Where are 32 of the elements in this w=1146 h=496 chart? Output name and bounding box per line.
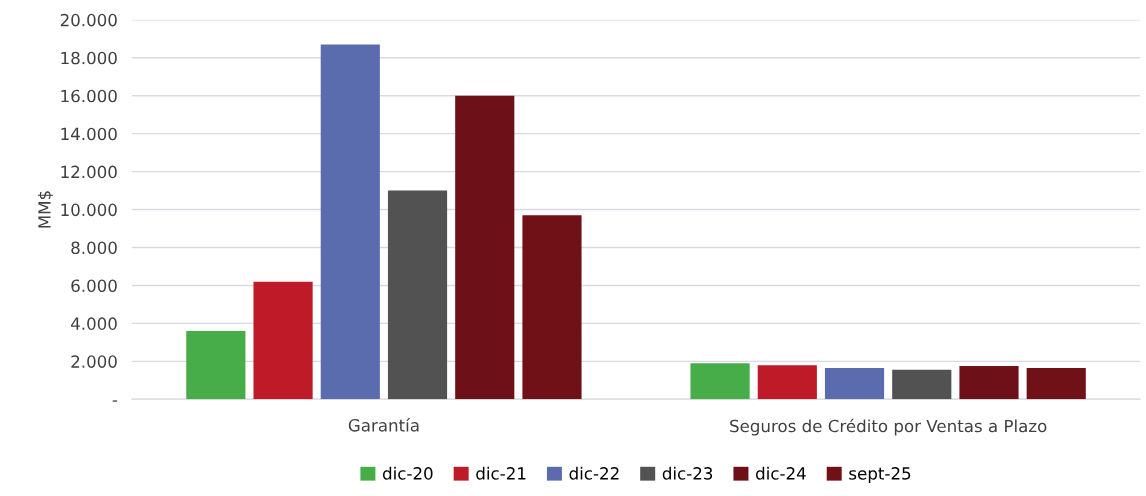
legend-label: dic-24 [756, 466, 806, 480]
y-tick-label: 20.000 [60, 13, 117, 27]
y-tick-label: - [112, 400, 118, 402]
bar [253, 281, 313, 400]
x-tick-label: Garantía [348, 418, 419, 432]
bar [892, 369, 952, 400]
x-tick-label: Seguros de Crédito por Ventas a Plazo [730, 418, 1047, 436]
legend-label: dic-21 [476, 466, 526, 480]
y-tick-label: 18.000 [61, 51, 117, 65]
bar [690, 363, 750, 400]
y-tick-label: 2.000 [71, 355, 117, 368]
bar [320, 44, 380, 400]
y-tick-label: 8.000 [71, 241, 117, 255]
y-tick-label: 10.000 [61, 203, 117, 217]
y-tick-label: 14.000 [61, 127, 117, 141]
y-tick-label: 6.000 [71, 279, 117, 293]
bar [824, 367, 885, 400]
legend-label: dic-23 [662, 466, 713, 480]
bar [387, 190, 448, 400]
bar [186, 330, 246, 400]
bar [455, 95, 515, 400]
legend-label: dic-22 [569, 466, 619, 480]
bar [959, 366, 1019, 400]
y-tick-label: 12.000 [61, 165, 117, 179]
bar [757, 365, 817, 400]
legend-label: dic-20 [382, 466, 433, 480]
bar [522, 215, 582, 400]
bar [1026, 367, 1086, 400]
y-tick-label: 16.000 [61, 89, 117, 103]
y-axis-title: MM$ [37, 191, 54, 228]
y-tick-label: 4.000 [71, 317, 117, 330]
legend-label: sept-25 [849, 467, 911, 483]
